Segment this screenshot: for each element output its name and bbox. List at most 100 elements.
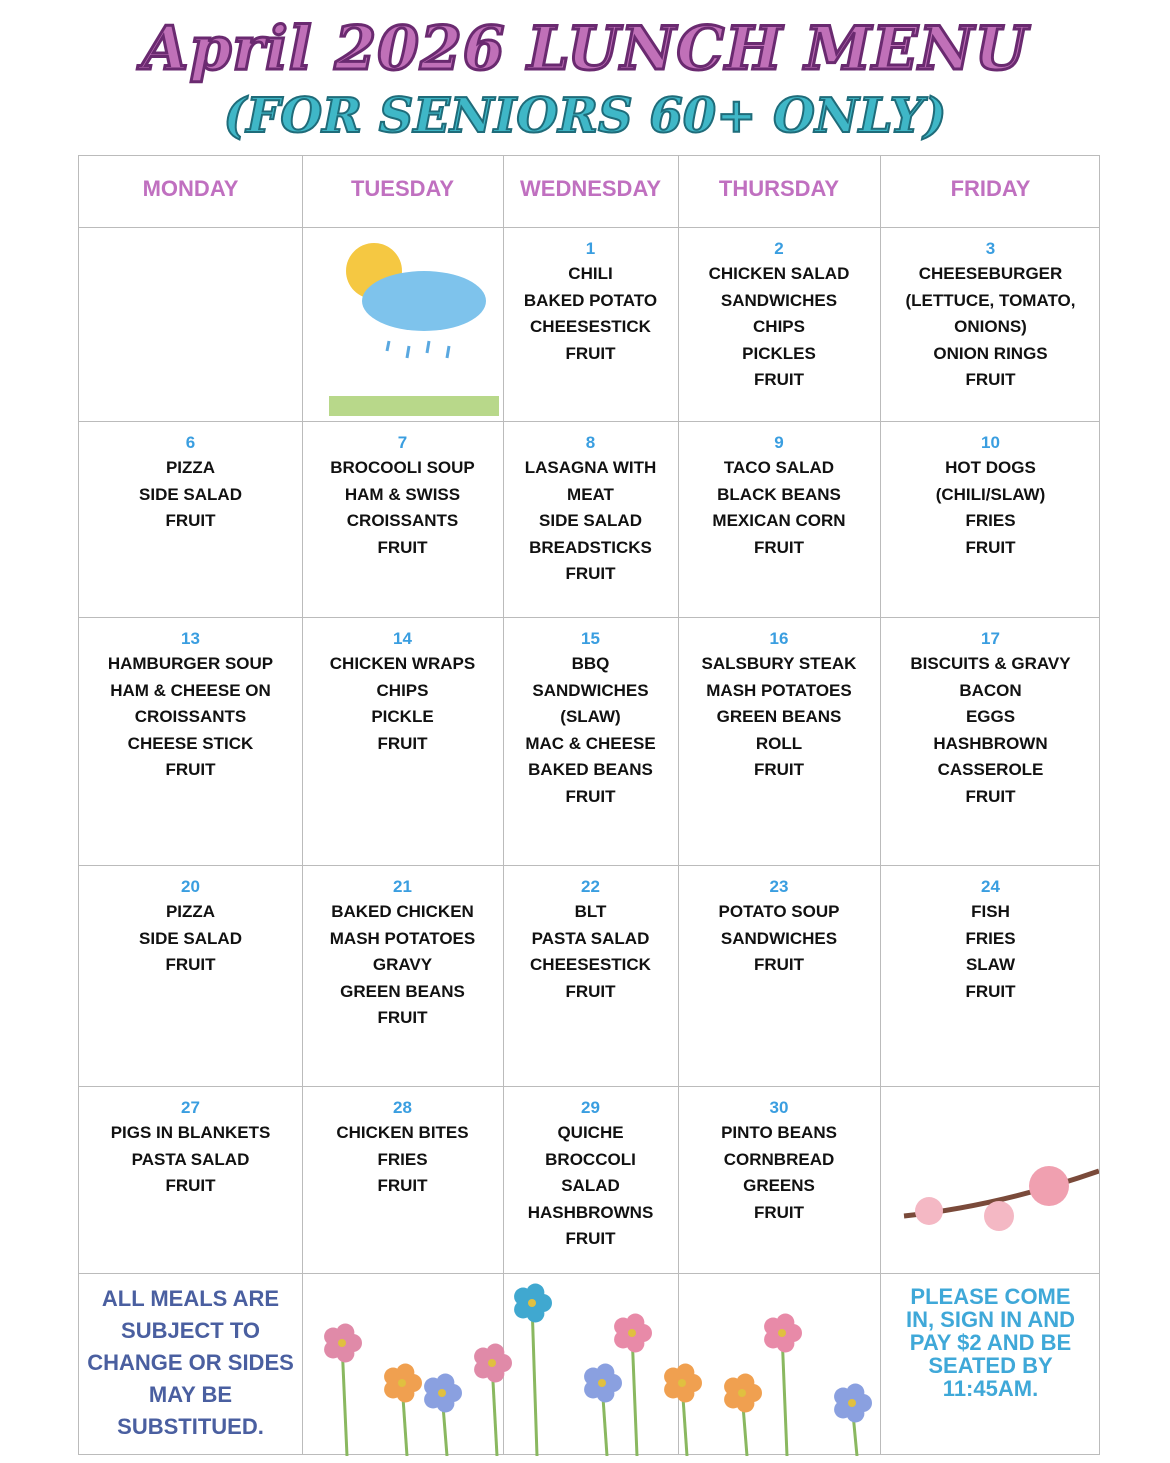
menu-item: CORNBREAD: [723, 1149, 835, 1169]
menu-day-cell: 30 PINTO BEANS CORNBREAD GREENS FRUIT: [678, 1086, 880, 1273]
menu-item: FRUIT: [965, 370, 1016, 389]
date-number: 22: [581, 877, 600, 896]
menu-item: FRUIT: [377, 733, 428, 753]
menu-item: SIDE SALAD: [539, 511, 642, 530]
day-header-tuesday: TUESDAY: [350, 176, 455, 201]
menu-item: FRUIT: [565, 786, 616, 806]
menu-item: MEXICAN CORN: [712, 511, 846, 530]
menu-item: FRIES: [965, 511, 1016, 530]
menu-item: GREEN BEANS: [716, 707, 842, 726]
menu-item: BROCOOLI SOUP: [330, 458, 475, 477]
menu-item: HAMBURGER SOUP: [107, 654, 274, 673]
menu-item: (LETTUCE, TOMATO,: [905, 290, 1076, 310]
menu-item: HASHBROWN: [933, 733, 1048, 753]
date-number: 2: [774, 239, 784, 258]
menu-day-cell: 14 CHICKEN WRAPS CHIPS PICKLE FRUIT: [302, 617, 503, 865]
menu-item: HAM & SWISS: [344, 484, 461, 504]
menu-day-cell: 15 BBQ SANDWICHES (SLAW) MAC & CHEESE BAKED B…: [503, 617, 678, 865]
date-number: 24: [981, 877, 1000, 896]
menu-item: FRUIT: [565, 564, 616, 583]
sun-cloud-rain-illustration: [329, 236, 499, 421]
menu-day-cell: 3 CHEESEBURGER (LETTUCE, TOMATO, ONIONS) ONI…: [880, 227, 1101, 421]
menu-day-cell: 1 CHILI BAKED POTATO CHEESESTICK FRUIT: [503, 227, 678, 421]
menu-item: BAKED CHICKEN: [331, 902, 474, 921]
menu-item: CROISSANTS: [134, 707, 247, 726]
menu-item: CHEESESTICK: [530, 955, 651, 974]
menu-item: CROISSANTS: [346, 511, 459, 530]
menu-item: PIZZA: [165, 902, 216, 921]
menu-item: MASH POTATOES: [329, 928, 476, 948]
menu-item: PICKLES: [742, 343, 816, 363]
menu-item: HASHBROWNS: [527, 1202, 654, 1222]
menu-item: FRUIT: [165, 760, 216, 779]
menu-item: SALAD: [561, 1176, 620, 1195]
grid-divider: [880, 156, 881, 1454]
grid-divider: [79, 1086, 1099, 1087]
grid-divider: [79, 227, 1099, 228]
menu-item: BLACK BEANS: [717, 484, 841, 504]
menu-item: BROCCOLI: [545, 1149, 636, 1169]
date-number: 16: [769, 629, 789, 648]
menu-item: FRUIT: [565, 981, 616, 1001]
date-number: 23: [769, 877, 789, 896]
date-number: 21: [393, 877, 412, 896]
menu-item: HOT DOGS: [945, 458, 1036, 477]
menu-day-cell: 24 FISH FRIES SLAW FRUIT: [880, 865, 1101, 1086]
menu-day-cell: 22 BLT PASTA SALAD CHEESESTICK FRUIT: [503, 865, 678, 1086]
menu-item: GREENS: [743, 1176, 815, 1195]
menu-item: PASTA SALAD: [131, 1149, 250, 1169]
menu-item: GREEN BEANS: [340, 981, 465, 1001]
menu-item: SANDWICHES: [720, 290, 838, 310]
day-header-friday: FRIDAY: [950, 176, 1031, 201]
menu-item: POTATO SOUP: [718, 902, 840, 921]
menu-item: CHEESESTICK: [530, 317, 651, 336]
grid-divider: [678, 156, 679, 1454]
menu-item: HAM & CHEESE ON: [110, 680, 271, 700]
menu-item: (SLAW): [560, 707, 621, 726]
menu-day-cell: 29 QUICHE BROCCOLI SALAD HASHBROWNS FRUIT: [503, 1086, 678, 1273]
menu-item: FRUIT: [165, 511, 216, 530]
menu-item: (CHILI/SLAW): [935, 484, 1046, 504]
date-number: 3: [985, 239, 996, 258]
date-number: 17: [981, 629, 1000, 648]
meals-change-note: ALL MEALS ARE SUBJECT TO CHANGE OR SIDES…: [87, 1286, 294, 1439]
menu-item: ONIONS): [954, 317, 1027, 336]
menu-item: CHEESEBURGER: [918, 264, 1063, 283]
menu-item: FRUIT: [377, 537, 428, 557]
menu-item: PINTO BEANS: [721, 1123, 837, 1142]
menu-item: BAKED BEANS: [528, 760, 653, 779]
menu-item: MASH POTATOES: [706, 680, 852, 700]
menu-day-cell: 16 SALSBURY STEAK MASH POTATOES GREEN BEANS…: [678, 617, 880, 865]
date-number: 8: [585, 433, 596, 452]
menu-item: BISCUITS & GRAVY: [910, 654, 1071, 673]
menu-day-cell: 27 PIGS IN BLANKETS PASTA SALAD FRUIT: [79, 1086, 302, 1273]
grid-divider: [79, 865, 1099, 866]
menu-item: FRUIT: [377, 1008, 428, 1027]
menu-item: FRIES: [377, 1149, 428, 1169]
date-number: 1: [585, 239, 596, 258]
date-number: 14: [393, 629, 412, 648]
menu-item: CHEESE STICK: [127, 733, 254, 753]
menu-item: FRUIT: [753, 370, 805, 389]
menu-item: SANDWICHES: [532, 680, 649, 700]
menu-item: PIGS IN BLANKETS: [110, 1123, 271, 1142]
menu-item: GRAVY: [372, 955, 433, 974]
menu-day-cell: 21 BAKED CHICKEN MASH POTATOES GRAVY GREEN B…: [302, 865, 503, 1086]
menu-item: FRUIT: [753, 760, 805, 779]
cherry-blossom-illustration: [899, 1156, 1100, 1251]
date-number: 27: [181, 1098, 200, 1117]
menu-item: LASAGNA WITH: [524, 458, 657, 477]
menu-day-cell: 28 CHICKEN BITES FRIES FRUIT: [302, 1086, 503, 1273]
menu-item: MEAT: [567, 484, 614, 504]
date-number: 30: [769, 1098, 789, 1117]
menu-day-cell: 10 HOT DOGS (CHILI/SLAW) FRIES FRUIT: [880, 421, 1101, 617]
menu-item: SIDE SALAD: [139, 928, 242, 948]
grid-divider: [302, 156, 303, 1454]
menu-item: SIDE SALAD: [139, 484, 242, 504]
menu-item: CHIPS: [753, 317, 805, 336]
menu-day-cell: 9 TACO SALAD BLACK BEANS MEXICAN CORN FRUIT: [678, 421, 880, 617]
menu-item: FISH: [971, 902, 1010, 921]
menu-item: FRIES: [965, 928, 1016, 948]
menu-item: BAKED POTATO: [523, 290, 658, 310]
grid-divider: [503, 156, 504, 1454]
